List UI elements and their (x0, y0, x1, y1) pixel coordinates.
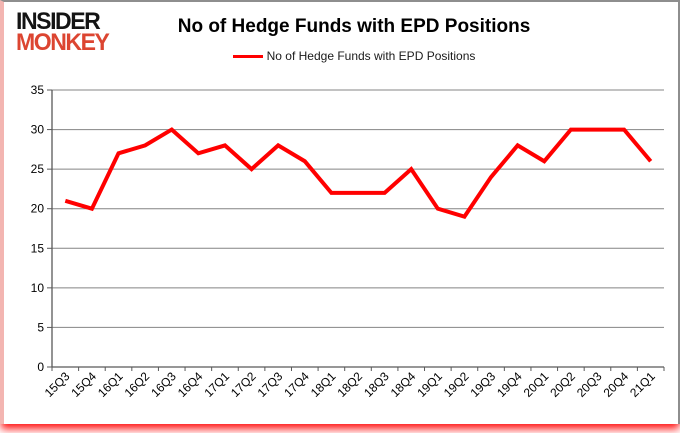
svg-text:17Q2: 17Q2 (228, 369, 259, 400)
svg-text:19Q1: 19Q1 (414, 369, 445, 400)
chart-card: 0 5 10 15 20 25 30 35 15Q3 15Q4 16Q1 16Q2 16Q3 16Q4 17… (0, 0, 680, 424)
svg-text:15Q4: 15Q4 (68, 369, 99, 400)
insider-monkey-logo: INSIDER MONKEY (16, 8, 110, 57)
svg-text:20Q4: 20Q4 (601, 369, 632, 400)
svg-text:15Q3: 15Q3 (42, 369, 73, 400)
svg-text:15: 15 (31, 241, 45, 255)
logo-text-monkey: MONKEY (16, 29, 110, 57)
svg-text:20Q2: 20Q2 (547, 369, 578, 400)
svg-text:16Q3: 16Q3 (148, 369, 179, 400)
svg-text:16Q2: 16Q2 (122, 369, 153, 400)
svg-text:17Q4: 17Q4 (281, 369, 312, 400)
svg-text:17Q3: 17Q3 (255, 369, 286, 400)
svg-text:18Q1: 18Q1 (308, 369, 339, 400)
svg-text:25: 25 (31, 162, 45, 176)
logo-text-insider: INSIDER (16, 8, 101, 35)
svg-text:21Q1: 21Q1 (627, 369, 658, 400)
svg-text:20Q3: 20Q3 (574, 369, 605, 400)
svg-text:16Q1: 16Q1 (95, 369, 126, 400)
svg-text:10: 10 (31, 281, 45, 295)
svg-text:18Q2: 18Q2 (334, 369, 365, 400)
line-chart: 0510152025303515Q315Q416Q116Q216Q316Q417… (31, 83, 665, 400)
svg-text:19Q2: 19Q2 (441, 369, 472, 400)
svg-text:20Q1: 20Q1 (521, 369, 552, 400)
svg-text:18Q4: 18Q4 (388, 369, 419, 400)
legend-line-swatch (232, 54, 263, 58)
svg-text:0: 0 (37, 360, 44, 374)
legend-label: No of Hedge Funds with EPD Positions (266, 49, 476, 63)
svg-text:16Q4: 16Q4 (175, 369, 206, 400)
svg-text:30: 30 (31, 123, 45, 137)
svg-text:18Q3: 18Q3 (361, 369, 392, 400)
svg-text:5: 5 (37, 320, 44, 334)
chart-header: No of Hedge Funds with EPD Positions No … (4, 16, 678, 63)
svg-text:35: 35 (31, 83, 45, 97)
svg-text:17Q1: 17Q1 (201, 369, 232, 400)
chart-title: No of Hedge Funds with EPD Positions (177, 16, 531, 37)
svg-text:19Q3: 19Q3 (468, 369, 499, 400)
chart-legend: No of Hedge Funds with EPD Positions (232, 49, 476, 63)
svg-text:19Q4: 19Q4 (494, 369, 525, 400)
svg-text:20: 20 (31, 202, 45, 216)
